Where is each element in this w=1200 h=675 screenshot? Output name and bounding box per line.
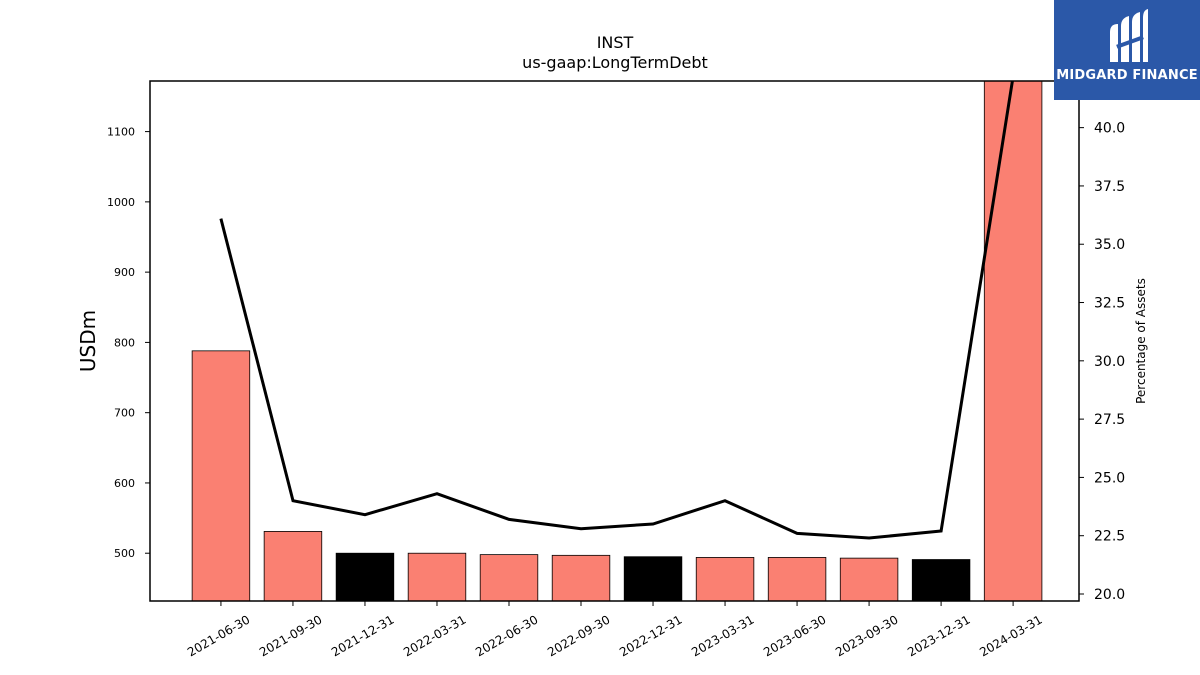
bar-2021-09-30 <box>263 531 323 602</box>
bar-2023-09-30 <box>839 557 899 602</box>
x-tick-label: 2023-12-31 <box>905 612 972 659</box>
plot-frame <box>149 80 1080 602</box>
chart-title: INST <box>597 33 634 52</box>
bar-2021-06-30 <box>191 350 251 602</box>
y2-axis-label: Percentage of Assets <box>1134 278 1148 404</box>
bar-2022-03-31 <box>407 552 467 602</box>
y2-tick-label: 27.5 <box>1094 412 1125 428</box>
x-tick-label: 2021-09-30 <box>257 612 324 659</box>
x-tick-label: 2021-12-31 <box>329 612 396 659</box>
x-tick-label: 2022-03-31 <box>401 612 468 659</box>
chart-subtitle: us-gaap:LongTermDebt <box>522 53 708 72</box>
bar-2021-12-31 <box>335 552 395 602</box>
y2-tick-label: 40.0 <box>1094 121 1125 137</box>
y-tick-label: 800 <box>114 336 135 349</box>
x-tick-label: 2024-03-31 <box>977 612 1044 659</box>
left-axis-ticks: 500 600 700 800 900 1000 1100 <box>107 126 150 560</box>
bar-2022-12-31 <box>623 556 683 602</box>
line-group <box>219 80 1014 540</box>
y2-tick-label: 30.0 <box>1094 354 1125 370</box>
y-tick-label: 600 <box>114 477 135 490</box>
y-tick-label: 500 <box>114 547 135 560</box>
x-tick-label: 2022-06-30 <box>473 612 540 659</box>
y2-tick-label: 35.0 <box>1094 237 1125 253</box>
logo-mark-icon <box>1110 9 1148 62</box>
y2-tick-label: 22.5 <box>1094 529 1125 545</box>
bar-2023-03-31 <box>695 557 755 602</box>
y-tick-label: 900 <box>114 266 135 279</box>
x-tick-label: 2022-09-30 <box>545 612 612 659</box>
y-tick-label: 1100 <box>107 126 135 139</box>
bar-2022-06-30 <box>479 554 539 602</box>
x-tick-label: 2023-09-30 <box>833 612 900 659</box>
x-axis-ticks: 2021-06-30 2021-09-30 2021-12-31 2022-03-31… <box>185 601 1045 659</box>
percentage-line <box>219 80 1014 540</box>
midgard-finance-logo: MIDGARD FINANCE <box>1054 0 1200 100</box>
y-tick-label: 1000 <box>107 196 135 209</box>
y2-tick-label: 20.0 <box>1094 587 1125 603</box>
y-tick-label: 700 <box>114 407 135 420</box>
bar-2022-09-30 <box>551 554 611 602</box>
bars-group <box>191 80 1043 602</box>
y2-tick-label: 25.0 <box>1094 470 1125 486</box>
y2-tick-label: 32.5 <box>1094 296 1125 312</box>
x-tick-label: 2021-06-30 <box>185 612 252 659</box>
x-tick-label: 2023-06-30 <box>761 612 828 659</box>
bar-2024-03-31 <box>983 80 1043 602</box>
logo-text: MIDGARD FINANCE <box>1056 68 1198 83</box>
x-tick-label: 2023-03-31 <box>689 612 756 659</box>
y-axis-label: USDm <box>76 310 100 372</box>
bar-2023-12-31 <box>911 559 971 602</box>
right-axis-ticks: 20.0 22.5 25.0 27.5 30.0 32.5 35.0 37.5 40.0 <box>1079 121 1125 603</box>
y2-tick-label: 37.5 <box>1094 179 1125 195</box>
x-tick-label: 2022-12-31 <box>617 612 684 659</box>
bar-2023-06-30 <box>767 557 827 602</box>
